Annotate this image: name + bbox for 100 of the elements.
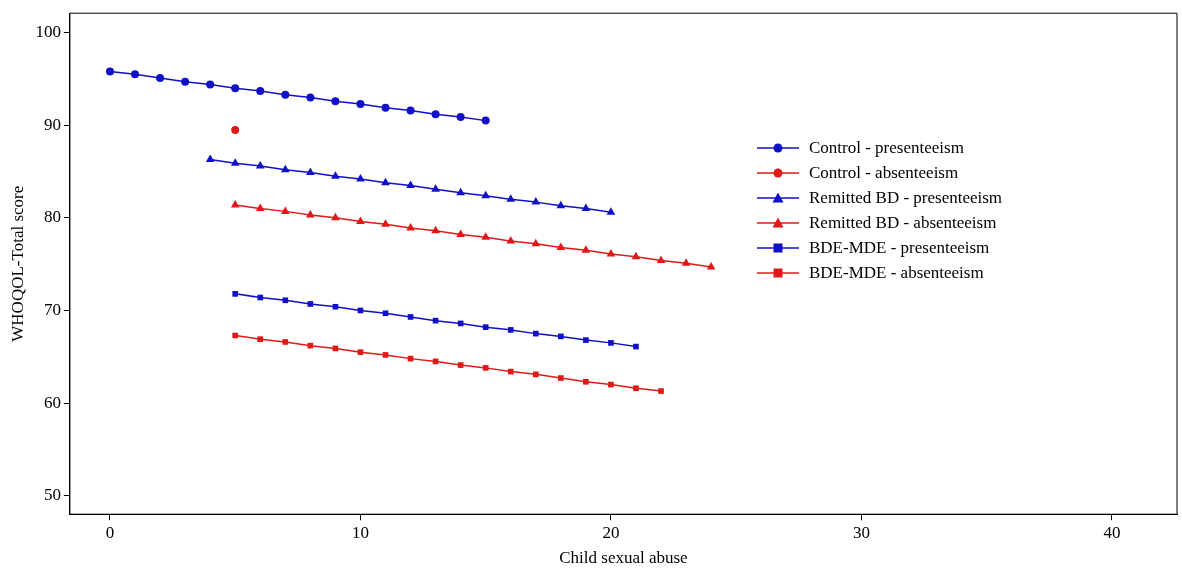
point xyxy=(357,349,364,355)
point xyxy=(481,116,490,125)
point xyxy=(105,67,114,76)
point xyxy=(608,340,614,346)
point xyxy=(656,255,666,263)
point xyxy=(431,225,440,234)
x-tick-label: 40 xyxy=(1103,522,1121,542)
point xyxy=(431,184,440,192)
point xyxy=(606,248,616,257)
point xyxy=(356,99,365,108)
point xyxy=(581,245,591,253)
point xyxy=(281,90,290,99)
point xyxy=(230,158,240,166)
point xyxy=(583,378,589,385)
legend-label: BDE-MDE - absenteeism xyxy=(809,262,984,283)
x-axis-title: Child sexual abuse xyxy=(559,548,688,568)
point xyxy=(606,207,616,215)
legend-label: Remitted BD - absenteeism xyxy=(809,212,997,233)
point xyxy=(255,203,265,212)
point xyxy=(306,93,315,102)
y-tick-label: 50 xyxy=(43,485,61,505)
point xyxy=(507,327,514,333)
point xyxy=(382,310,389,317)
point xyxy=(381,103,390,112)
point xyxy=(456,187,465,196)
point xyxy=(558,375,564,381)
point xyxy=(556,242,566,250)
point xyxy=(332,303,339,310)
point xyxy=(506,236,516,244)
point xyxy=(306,167,315,175)
point xyxy=(280,206,290,214)
point xyxy=(307,301,314,307)
point xyxy=(482,365,489,371)
point xyxy=(507,368,514,375)
point xyxy=(633,385,639,392)
point xyxy=(381,219,390,227)
point xyxy=(231,125,240,134)
point xyxy=(280,164,290,173)
point xyxy=(407,314,414,320)
point xyxy=(658,388,664,394)
y-tick-label: 60 xyxy=(43,392,61,412)
point xyxy=(232,290,239,297)
point xyxy=(257,294,264,301)
point xyxy=(306,210,315,218)
point xyxy=(481,190,491,199)
y-tick-label: 90 xyxy=(43,114,61,134)
point xyxy=(481,232,491,240)
point xyxy=(457,362,464,368)
point xyxy=(255,161,265,169)
point xyxy=(633,343,639,350)
legend-label: Control - presenteeism xyxy=(809,137,964,158)
point xyxy=(356,216,365,225)
point xyxy=(506,194,516,202)
point xyxy=(531,197,541,205)
point xyxy=(532,371,539,378)
x-tick-label: 10 xyxy=(351,522,369,542)
point xyxy=(406,106,415,115)
point xyxy=(232,332,239,339)
point xyxy=(382,352,389,358)
legend-label: Remitted BD - presenteeism xyxy=(809,187,1003,208)
point xyxy=(282,339,289,345)
point xyxy=(456,112,465,121)
point xyxy=(681,258,691,266)
point xyxy=(631,251,641,260)
point xyxy=(456,229,465,238)
point xyxy=(406,223,415,231)
point xyxy=(531,238,541,247)
point xyxy=(583,337,589,343)
point xyxy=(331,171,340,179)
point xyxy=(482,324,489,330)
legend-label: BDE-MDE - presenteeism xyxy=(809,237,990,258)
point xyxy=(532,330,539,337)
point xyxy=(381,177,390,186)
x-tick-label: 0 xyxy=(105,522,115,542)
x-tick-label: 30 xyxy=(852,522,870,542)
point xyxy=(406,180,415,188)
point xyxy=(581,203,591,212)
y-tick-label: 80 xyxy=(43,207,61,227)
point xyxy=(131,70,140,79)
point xyxy=(331,97,340,106)
y-tick-label: 100 xyxy=(35,22,61,42)
point xyxy=(205,154,215,163)
legend-label: Control - absenteeism xyxy=(809,162,959,183)
point xyxy=(282,297,289,304)
point xyxy=(181,77,190,86)
point xyxy=(230,199,240,208)
point xyxy=(608,381,614,388)
x-tick-label: 20 xyxy=(602,522,620,542)
point xyxy=(257,336,264,342)
point xyxy=(558,333,564,340)
y-tick-label: 70 xyxy=(43,299,61,319)
point xyxy=(331,212,340,221)
point xyxy=(556,200,566,209)
y-axis-title: WHOQOL-Total score xyxy=(7,185,27,342)
point xyxy=(706,261,716,270)
point xyxy=(256,86,265,95)
point xyxy=(156,74,165,83)
point xyxy=(206,80,215,89)
point xyxy=(431,110,440,119)
point xyxy=(231,84,240,93)
